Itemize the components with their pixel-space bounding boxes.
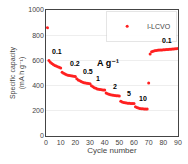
- svg-text:0: 0: [40, 132, 44, 139]
- svg-text:1: 1: [96, 75, 100, 82]
- svg-text:600: 600: [32, 57, 44, 64]
- svg-text:20: 20: [71, 139, 79, 146]
- svg-text:10: 10: [139, 95, 147, 102]
- svg-text:A g⁻¹: A g⁻¹: [97, 58, 119, 68]
- svg-text:5: 5: [127, 90, 131, 97]
- svg-text:2: 2: [113, 83, 117, 90]
- svg-text:90: 90: [174, 139, 182, 146]
- svg-text:800: 800: [32, 32, 44, 39]
- svg-text:0.1: 0.1: [162, 37, 172, 44]
- svg-text:30: 30: [86, 139, 94, 146]
- svg-text:400: 400: [32, 82, 44, 89]
- svg-text:70: 70: [145, 139, 153, 146]
- svg-text:Cycle number: Cycle number: [87, 146, 137, 155]
- svg-text:60: 60: [130, 139, 138, 146]
- svg-text:50: 50: [115, 139, 123, 146]
- svg-text:40: 40: [101, 139, 109, 146]
- svg-text:10: 10: [57, 139, 65, 146]
- svg-text:80: 80: [159, 139, 167, 146]
- svg-text:1000: 1000: [28, 6, 44, 13]
- svg-text:Specific capacity(mA h g⁻¹): Specific capacity(mA h g⁻¹): [9, 46, 26, 99]
- svg-text:0.5: 0.5: [83, 68, 93, 75]
- svg-text:l-LCVO: l-LCVO: [147, 23, 171, 30]
- svg-text:200: 200: [32, 107, 44, 114]
- svg-text:0.2: 0.2: [70, 60, 80, 67]
- svg-text:0: 0: [44, 139, 48, 146]
- svg-text:0.1: 0.1: [52, 48, 62, 55]
